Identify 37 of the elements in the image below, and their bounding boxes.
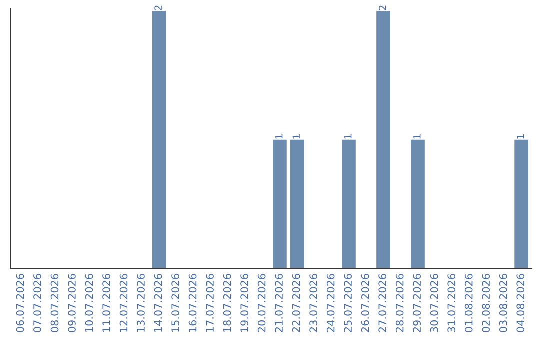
x-tick-label: 22.07.2026 (292, 274, 300, 332)
x-tick-label: 15.07.2026 (172, 274, 180, 332)
x-tick-label: 07.07.2026 (34, 274, 42, 332)
x-tick-label: 12.07.2026 (120, 274, 128, 332)
data-label: 1 (517, 134, 524, 139)
x-tick-label: 02.08.2026 (482, 274, 490, 332)
x-tick-label: 20.07.2026 (258, 274, 266, 332)
x-tick-label: 01.08.2026 (464, 274, 473, 332)
data-label: 2 (378, 6, 386, 10)
x-tick-label: 17.07.2026 (206, 274, 214, 332)
x-tick-label: 13.07.2026 (137, 274, 145, 332)
x-tick-label: 19.07.2026 (240, 274, 248, 332)
x-tick-label: 06.07.2026 (16, 274, 24, 332)
x-tick-label: 27.07.2026 (378, 274, 387, 332)
x-tick-label: 28.07.2026 (396, 274, 404, 332)
x-tick-label: 11.07.2026 (102, 274, 110, 332)
data-label: 1 (276, 134, 283, 139)
x-tick-label: 03.08.2026 (499, 274, 508, 332)
x-tick-label: 26.07.2026 (361, 274, 370, 332)
x-tick-label: 30.07.2026 (430, 274, 438, 332)
x-tick-label: 25.07.2026 (344, 274, 352, 332)
x-tick-label: 23.07.2026 (310, 274, 318, 332)
x-tick-label: 10.07.2026 (85, 274, 94, 332)
data-label: 1 (414, 134, 421, 139)
x-tick-label: 31.07.2026 (448, 274, 456, 332)
x-tick-label: 16.07.2026 (188, 274, 197, 332)
x-tick-label: 18.07.2026 (223, 274, 232, 332)
x-tick-label: 09.07.2026 (68, 274, 76, 332)
data-label: 1 (344, 134, 352, 139)
x-tick-label: 21.07.2026 (275, 274, 283, 332)
x-tick-label: 29.07.2026 (413, 274, 422, 332)
data-label: 2 (154, 6, 162, 10)
x-tick-label: 04.08.2026 (516, 274, 525, 332)
data-label: 1 (292, 134, 300, 139)
x-tick-label: 14.07.2026 (154, 274, 162, 332)
x-tick-label: 08.07.2026 (50, 274, 59, 332)
x-tick-label: 24.07.2026 (326, 274, 335, 332)
